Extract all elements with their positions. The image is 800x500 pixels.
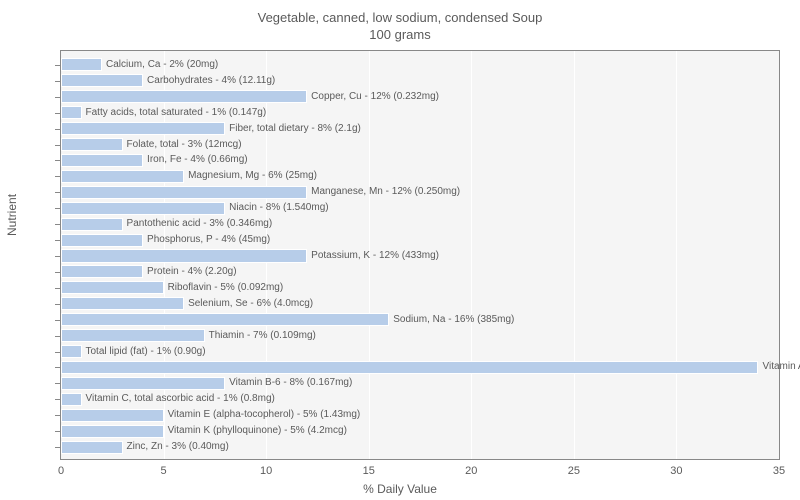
bar-label: Pantothenic acid - 3% (0.346mg)	[127, 219, 273, 229]
bar-label: Carbohydrates - 4% (12.11g)	[147, 76, 275, 86]
y-tick	[55, 383, 61, 384]
bar	[61, 441, 123, 454]
bar	[61, 90, 307, 103]
x-tick: 25	[568, 465, 580, 477]
y-tick	[55, 145, 61, 146]
bar	[61, 186, 307, 199]
bar	[61, 281, 164, 294]
chart-title: Vegetable, canned, low sodium, condensed…	[0, 0, 800, 44]
bar-label: Sodium, Na - 16% (385mg)	[393, 315, 514, 325]
y-tick	[55, 81, 61, 82]
bar-label: Niacin - 8% (1.540mg)	[229, 203, 328, 213]
bar	[61, 313, 389, 326]
gridline	[676, 51, 677, 459]
bar	[61, 265, 143, 278]
bar	[61, 202, 225, 215]
y-tick	[55, 352, 61, 353]
y-tick	[55, 336, 61, 337]
bar	[61, 393, 82, 406]
y-tick	[55, 65, 61, 66]
bar-label: Vitamin C, total ascorbic acid - 1% (0.8…	[86, 394, 275, 404]
y-tick	[55, 113, 61, 114]
y-tick	[55, 415, 61, 416]
bar	[61, 234, 143, 247]
y-tick	[55, 304, 61, 305]
y-tick	[55, 431, 61, 432]
y-tick	[55, 256, 61, 257]
bar	[61, 218, 123, 231]
bar-label: Manganese, Mn - 12% (0.250mg)	[311, 187, 460, 197]
x-tick: 5	[161, 465, 167, 477]
x-tick: 10	[260, 465, 272, 477]
y-tick	[55, 160, 61, 161]
y-tick	[55, 192, 61, 193]
bar	[61, 138, 123, 151]
bar-label: Total lipid (fat) - 1% (0.90g)	[86, 347, 206, 357]
bar	[61, 377, 225, 390]
bar-label: Iron, Fe - 4% (0.66mg)	[147, 155, 248, 165]
bar-label: Vitamin E (alpha-tocopherol) - 5% (1.43m…	[168, 410, 361, 420]
x-tick: 20	[465, 465, 477, 477]
bar-label: Copper, Cu - 12% (0.232mg)	[311, 92, 439, 102]
bar	[61, 345, 82, 358]
bar-label: Fiber, total dietary - 8% (2.1g)	[229, 124, 361, 134]
title-line2: 100 grams	[369, 27, 430, 42]
bar-label: Vitamin A, IU - 34% (1721IU)	[762, 362, 800, 372]
y-tick	[55, 240, 61, 241]
y-tick	[55, 320, 61, 321]
y-tick	[55, 288, 61, 289]
x-tick: 15	[363, 465, 375, 477]
bar-label: Calcium, Ca - 2% (20mg)	[106, 60, 218, 70]
y-tick	[55, 224, 61, 225]
gridline	[574, 51, 575, 459]
chart-container: Vegetable, canned, low sodium, condensed…	[0, 0, 800, 500]
bar	[61, 425, 164, 438]
bar-label: Vitamin K (phylloquinone) - 5% (4.2mcg)	[168, 426, 347, 436]
bar-label: Riboflavin - 5% (0.092mg)	[168, 283, 284, 293]
bar-label: Thiamin - 7% (0.109mg)	[209, 331, 316, 341]
bar	[61, 249, 307, 262]
bar	[61, 122, 225, 135]
bar	[61, 170, 184, 183]
bar-label: Protein - 4% (2.20g)	[147, 267, 237, 277]
y-tick	[55, 272, 61, 273]
bar-label: Magnesium, Mg - 6% (25mg)	[188, 171, 317, 181]
bar	[61, 106, 82, 119]
bar	[61, 58, 102, 71]
y-tick	[55, 208, 61, 209]
y-tick	[55, 399, 61, 400]
y-tick	[55, 129, 61, 130]
bar-label: Zinc, Zn - 3% (0.40mg)	[127, 442, 229, 452]
y-tick	[55, 97, 61, 98]
bar-label: Phosphorus, P - 4% (45mg)	[147, 235, 270, 245]
bar-label: Vitamin B-6 - 8% (0.167mg)	[229, 378, 352, 388]
bar-label: Selenium, Se - 6% (4.0mcg)	[188, 299, 313, 309]
bar-label: Fatty acids, total saturated - 1% (0.147…	[86, 108, 267, 118]
y-tick	[55, 447, 61, 448]
y-axis-label: Nutrient	[5, 194, 19, 236]
x-axis-label: % Daily Value	[363, 482, 437, 496]
y-tick	[55, 367, 61, 368]
bar	[61, 409, 164, 422]
bar	[61, 154, 143, 167]
bar	[61, 297, 184, 310]
title-line1: Vegetable, canned, low sodium, condensed…	[258, 10, 543, 25]
y-tick	[55, 176, 61, 177]
bar	[61, 361, 758, 374]
bar	[61, 74, 143, 87]
bar-label: Folate, total - 3% (12mcg)	[127, 140, 242, 150]
bar-label: Potassium, K - 12% (433mg)	[311, 251, 439, 261]
gridline	[471, 51, 472, 459]
x-tick: 0	[58, 465, 64, 477]
bar	[61, 329, 205, 342]
plot-area: 05101520253035Calcium, Ca - 2% (20mg)Car…	[60, 50, 780, 460]
x-tick: 35	[773, 465, 785, 477]
x-tick: 30	[670, 465, 682, 477]
